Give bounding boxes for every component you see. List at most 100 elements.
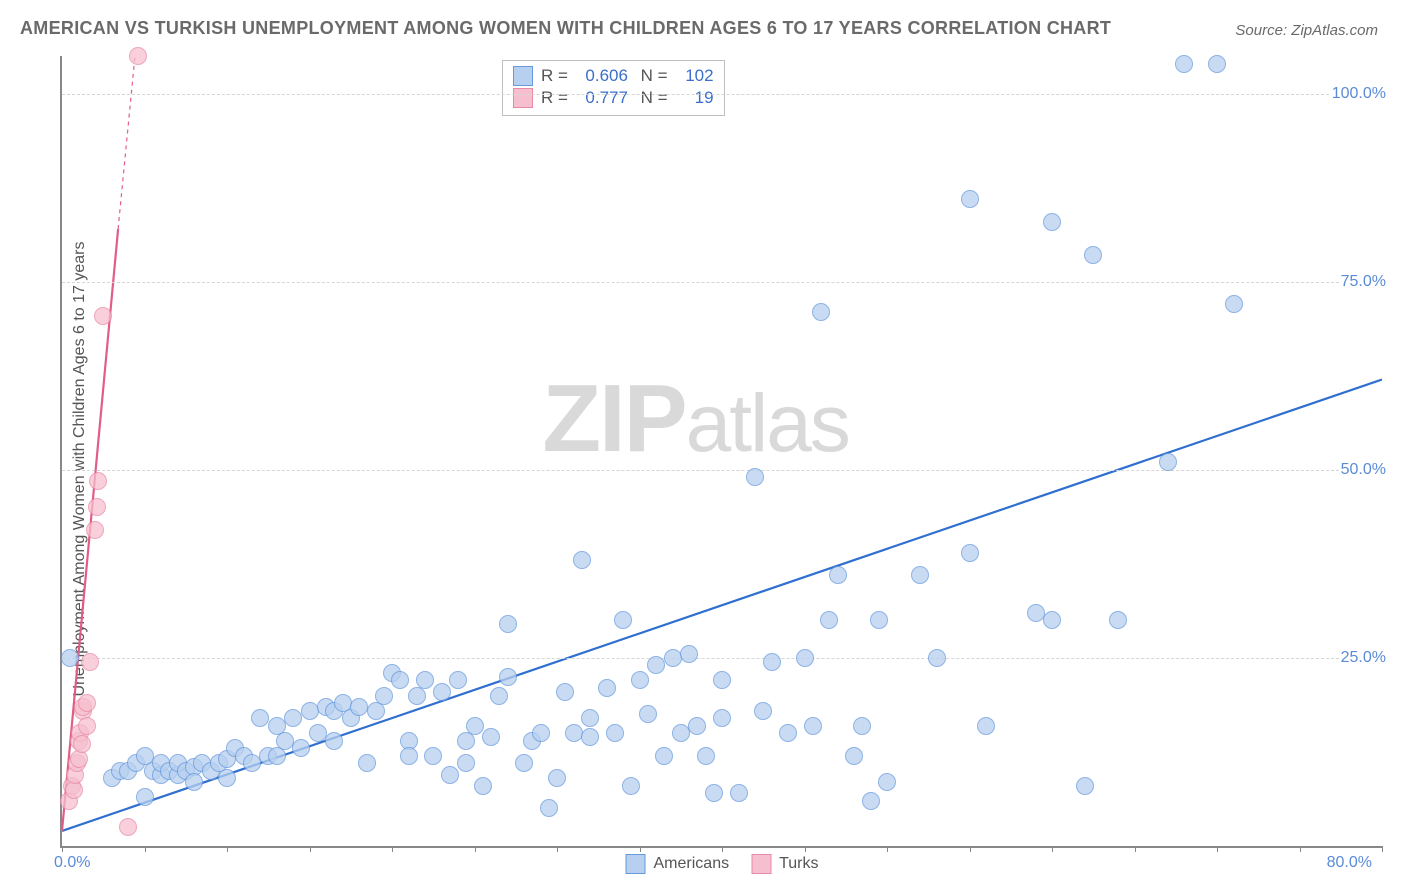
y-tick-label: 25.0% bbox=[1339, 649, 1388, 667]
data-point-americans bbox=[581, 728, 599, 746]
data-point-americans bbox=[548, 769, 566, 787]
swatch-turks bbox=[513, 88, 533, 108]
swatch-americans bbox=[513, 66, 533, 86]
data-point-turks bbox=[78, 694, 96, 712]
data-point-americans bbox=[449, 671, 467, 689]
data-point-americans bbox=[474, 777, 492, 795]
data-point-americans bbox=[433, 683, 451, 701]
data-point-americans bbox=[358, 754, 376, 772]
data-point-americans bbox=[870, 611, 888, 629]
data-point-americans bbox=[829, 566, 847, 584]
legend-label-turks: Turks bbox=[779, 855, 818, 873]
gridline-h bbox=[62, 94, 1364, 95]
legend-bottom: Americans Turks bbox=[626, 854, 819, 874]
data-point-americans bbox=[804, 717, 822, 735]
data-point-americans bbox=[136, 788, 154, 806]
y-tick-label: 50.0% bbox=[1339, 461, 1388, 479]
legend-item-americans: Americans bbox=[626, 854, 730, 874]
legend-stats-row-turks: R = 0.777 N = 19 bbox=[513, 87, 714, 109]
x-axis-end-label: 80.0% bbox=[1327, 854, 1372, 872]
data-point-americans bbox=[705, 784, 723, 802]
x-tick-mark bbox=[805, 846, 806, 852]
gridline-h bbox=[62, 282, 1364, 283]
data-point-americans bbox=[284, 709, 302, 727]
swatch-turks bbox=[751, 854, 771, 874]
data-point-turks bbox=[86, 521, 104, 539]
data-point-americans bbox=[532, 724, 550, 742]
stat-label-n: N = bbox=[636, 87, 668, 109]
data-point-americans bbox=[647, 656, 665, 674]
data-point-americans bbox=[457, 754, 475, 772]
data-point-americans bbox=[573, 551, 591, 569]
data-point-americans bbox=[309, 724, 327, 742]
data-point-turks bbox=[88, 498, 106, 516]
data-point-americans bbox=[598, 679, 616, 697]
data-point-americans bbox=[812, 303, 830, 321]
stat-label-n: N = bbox=[636, 65, 668, 87]
plot-area: ZIPatlas R = 0.606 N = 102 R = 0.777 N =… bbox=[60, 56, 1380, 846]
stat-label-r: R = bbox=[541, 87, 568, 109]
chart-container: AMERICAN VS TURKISH UNEMPLOYMENT AMONG W… bbox=[0, 0, 1406, 892]
data-point-americans bbox=[1043, 213, 1061, 231]
y-tick-label: 100.0% bbox=[1330, 85, 1388, 103]
data-point-americans bbox=[581, 709, 599, 727]
x-tick-mark bbox=[1052, 846, 1053, 852]
data-point-americans bbox=[730, 784, 748, 802]
watermark-light: atlas bbox=[686, 378, 849, 469]
data-point-americans bbox=[556, 683, 574, 701]
swatch-americans bbox=[626, 854, 646, 874]
data-point-americans bbox=[1225, 295, 1243, 313]
data-point-americans bbox=[292, 739, 310, 757]
data-point-americans bbox=[664, 649, 682, 667]
data-point-americans bbox=[1027, 604, 1045, 622]
watermark-bold: ZIP bbox=[542, 365, 685, 472]
data-point-americans bbox=[1175, 55, 1193, 73]
watermark: ZIPatlas bbox=[542, 364, 849, 474]
data-point-americans bbox=[606, 724, 624, 742]
data-point-americans bbox=[565, 724, 583, 742]
data-point-americans bbox=[400, 747, 418, 765]
data-point-americans bbox=[688, 717, 706, 735]
data-point-americans bbox=[325, 732, 343, 750]
x-tick-mark bbox=[887, 846, 888, 852]
data-point-americans bbox=[779, 724, 797, 742]
data-point-americans bbox=[515, 754, 533, 772]
x-tick-mark bbox=[145, 846, 146, 852]
x-tick-mark bbox=[1217, 846, 1218, 852]
legend-item-turks: Turks bbox=[751, 854, 818, 874]
data-point-turks bbox=[70, 750, 88, 768]
data-point-americans bbox=[713, 709, 731, 727]
x-tick-mark bbox=[970, 846, 971, 852]
data-point-americans bbox=[713, 671, 731, 689]
data-point-americans bbox=[977, 717, 995, 735]
source-prefix: Source: bbox=[1235, 22, 1291, 39]
data-point-americans bbox=[845, 747, 863, 765]
data-point-americans bbox=[1043, 611, 1061, 629]
x-tick-mark bbox=[310, 846, 311, 852]
data-point-americans bbox=[482, 728, 500, 746]
data-point-turks bbox=[73, 735, 91, 753]
stat-r-americans: 0.606 bbox=[576, 65, 628, 87]
x-tick-mark bbox=[640, 846, 641, 852]
trend-lines-layer bbox=[62, 56, 1382, 846]
data-point-americans bbox=[490, 687, 508, 705]
x-tick-mark bbox=[1382, 846, 1383, 852]
stat-r-turks: 0.777 bbox=[576, 87, 628, 109]
data-point-americans bbox=[218, 769, 236, 787]
data-point-americans bbox=[878, 773, 896, 791]
data-point-turks bbox=[119, 818, 137, 836]
data-point-americans bbox=[697, 747, 715, 765]
data-point-americans bbox=[375, 687, 393, 705]
y-tick-label: 75.0% bbox=[1339, 273, 1388, 291]
data-point-americans bbox=[1084, 246, 1102, 264]
data-point-americans bbox=[243, 754, 261, 772]
data-point-americans bbox=[631, 671, 649, 689]
x-axis-origin-label: 0.0% bbox=[54, 854, 90, 872]
data-point-americans bbox=[961, 190, 979, 208]
data-point-americans bbox=[441, 766, 459, 784]
plot-canvas: ZIPatlas R = 0.606 N = 102 R = 0.777 N =… bbox=[60, 56, 1382, 848]
data-point-americans bbox=[655, 747, 673, 765]
data-point-americans bbox=[763, 653, 781, 671]
data-point-americans bbox=[853, 717, 871, 735]
data-point-americans bbox=[754, 702, 772, 720]
